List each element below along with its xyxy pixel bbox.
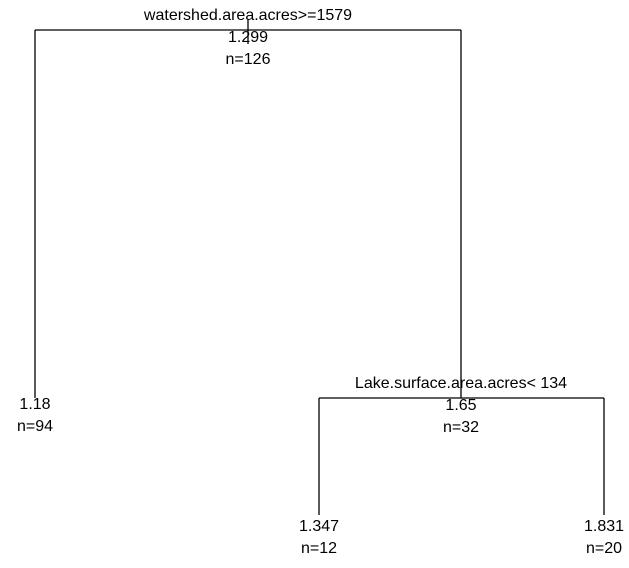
- node-count: n=94: [17, 418, 53, 435]
- node-count: n=126: [226, 51, 271, 68]
- node-value: 1.65: [445, 397, 476, 414]
- split-label: Lake.surface.area.acres< 134: [355, 375, 567, 392]
- node-count: n=20: [586, 540, 622, 557]
- node-count: n=32: [443, 419, 479, 436]
- node-value: 1.18: [19, 396, 50, 413]
- split-label: watershed.area.acres>=1579: [143, 7, 352, 24]
- node-count: n=12: [301, 540, 337, 557]
- node-value: 1.831: [584, 518, 624, 535]
- node-value: 1.347: [299, 518, 339, 535]
- node-value: 1.299: [228, 29, 268, 46]
